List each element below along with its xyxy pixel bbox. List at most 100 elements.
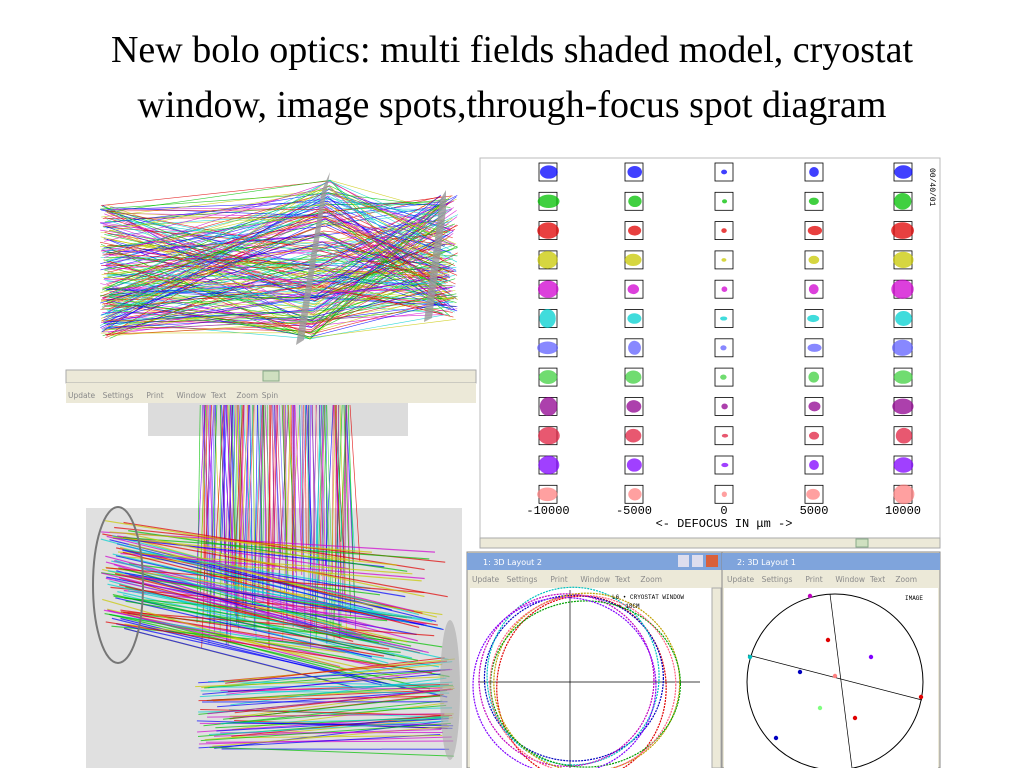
menu: Update Settings Print Window Text Zoom — [472, 575, 662, 584]
spot-box — [804, 455, 824, 475]
spot-box — [804, 367, 824, 387]
menu-item[interactable]: Text — [210, 391, 226, 400]
close-button[interactable] — [706, 555, 718, 567]
menu-item[interactable]: Settings — [762, 575, 793, 584]
menu-item[interactable]: Text — [869, 575, 885, 584]
maximize-button[interactable] — [692, 555, 703, 567]
spot — [721, 169, 728, 175]
spot — [894, 165, 913, 179]
menu-item[interactable]: Print — [805, 575, 822, 584]
ray — [108, 252, 458, 332]
spot-box — [624, 338, 644, 358]
spot-box — [714, 221, 734, 241]
ray — [100, 285, 443, 315]
spot — [721, 491, 727, 498]
spot-grid: -10000 -5000 0 5000 10000 — [526, 162, 921, 518]
spot-box — [804, 162, 824, 182]
ray — [209, 685, 444, 688]
scroll-thumb[interactable] — [855, 538, 869, 548]
ray — [204, 717, 453, 741]
ray — [342, 404, 347, 611]
ray — [273, 404, 278, 549]
menu-item[interactable]: Zoom — [640, 575, 662, 584]
spot — [537, 194, 560, 208]
menu-item[interactable]: Zoom — [236, 391, 258, 400]
menu-item[interactable]: Zoom — [895, 575, 917, 584]
ray — [109, 224, 457, 331]
menu-item[interactable]: Window — [580, 575, 610, 584]
ray — [101, 272, 450, 322]
spot — [627, 166, 642, 178]
ray — [195, 676, 445, 688]
ray — [101, 288, 446, 307]
ray — [334, 404, 342, 573]
ray — [102, 265, 442, 300]
ray — [102, 202, 447, 302]
spot — [625, 370, 642, 384]
scrollbar[interactable] — [479, 537, 941, 549]
spot — [893, 192, 912, 210]
ray — [209, 746, 454, 757]
menu-item[interactable]: Window — [176, 391, 206, 400]
minimize-button[interactable] — [678, 555, 689, 567]
ray — [108, 226, 449, 316]
ray — [262, 404, 270, 649]
ray — [105, 211, 443, 259]
ray — [105, 194, 442, 326]
ray — [276, 404, 284, 561]
ray — [288, 404, 297, 543]
ray — [334, 404, 345, 564]
ray — [233, 404, 244, 585]
ray — [112, 594, 419, 662]
spot — [721, 286, 728, 292]
spot — [893, 370, 913, 384]
image-spot — [773, 735, 779, 741]
ray — [100, 219, 445, 247]
ray — [221, 704, 447, 725]
spot — [893, 484, 915, 505]
scrollbar[interactable] — [711, 587, 722, 768]
menu-item[interactable]: Print — [550, 575, 567, 584]
menu-item[interactable]: Window — [835, 575, 865, 584]
note: + 18CM — [618, 603, 640, 610]
ray — [106, 204, 443, 337]
ray — [106, 217, 455, 313]
note: L6 • CRYOSTAT WINDOW — [612, 594, 684, 601]
spot-box — [804, 279, 824, 299]
ray — [123, 521, 425, 571]
menu-item[interactable]: Spin — [262, 391, 279, 400]
spot — [538, 370, 558, 385]
image-spot — [832, 673, 838, 679]
menu-item[interactable]: Update — [68, 391, 96, 400]
ray — [106, 259, 455, 307]
spot — [895, 311, 912, 326]
spot — [537, 222, 560, 239]
spot — [628, 195, 642, 208]
ray — [207, 689, 451, 715]
spot-ring — [496, 595, 667, 768]
scroll-thumb[interactable] — [262, 370, 280, 382]
menu-item[interactable]: Settings — [103, 391, 134, 400]
spot-box — [893, 309, 913, 328]
ray — [106, 567, 425, 594]
ray — [106, 280, 447, 328]
menu-item[interactable]: Settings — [507, 575, 538, 584]
menu-item[interactable]: Update — [727, 575, 755, 584]
spot — [720, 374, 727, 380]
ray — [234, 404, 238, 615]
ray — [230, 677, 447, 706]
ray — [117, 591, 413, 659]
image-circle — [746, 593, 924, 768]
ray — [101, 223, 444, 319]
menu-item[interactable]: Print — [146, 391, 163, 400]
ray — [107, 180, 451, 288]
ray — [107, 207, 444, 306]
menu-item[interactable]: Update — [472, 575, 500, 584]
spot-box — [804, 191, 824, 211]
menu-item[interactable]: Text — [614, 575, 630, 584]
ray — [112, 536, 397, 566]
lens-barrel — [92, 506, 144, 664]
window-drawing — [746, 593, 924, 768]
ray — [104, 203, 442, 287]
spot — [895, 427, 913, 444]
